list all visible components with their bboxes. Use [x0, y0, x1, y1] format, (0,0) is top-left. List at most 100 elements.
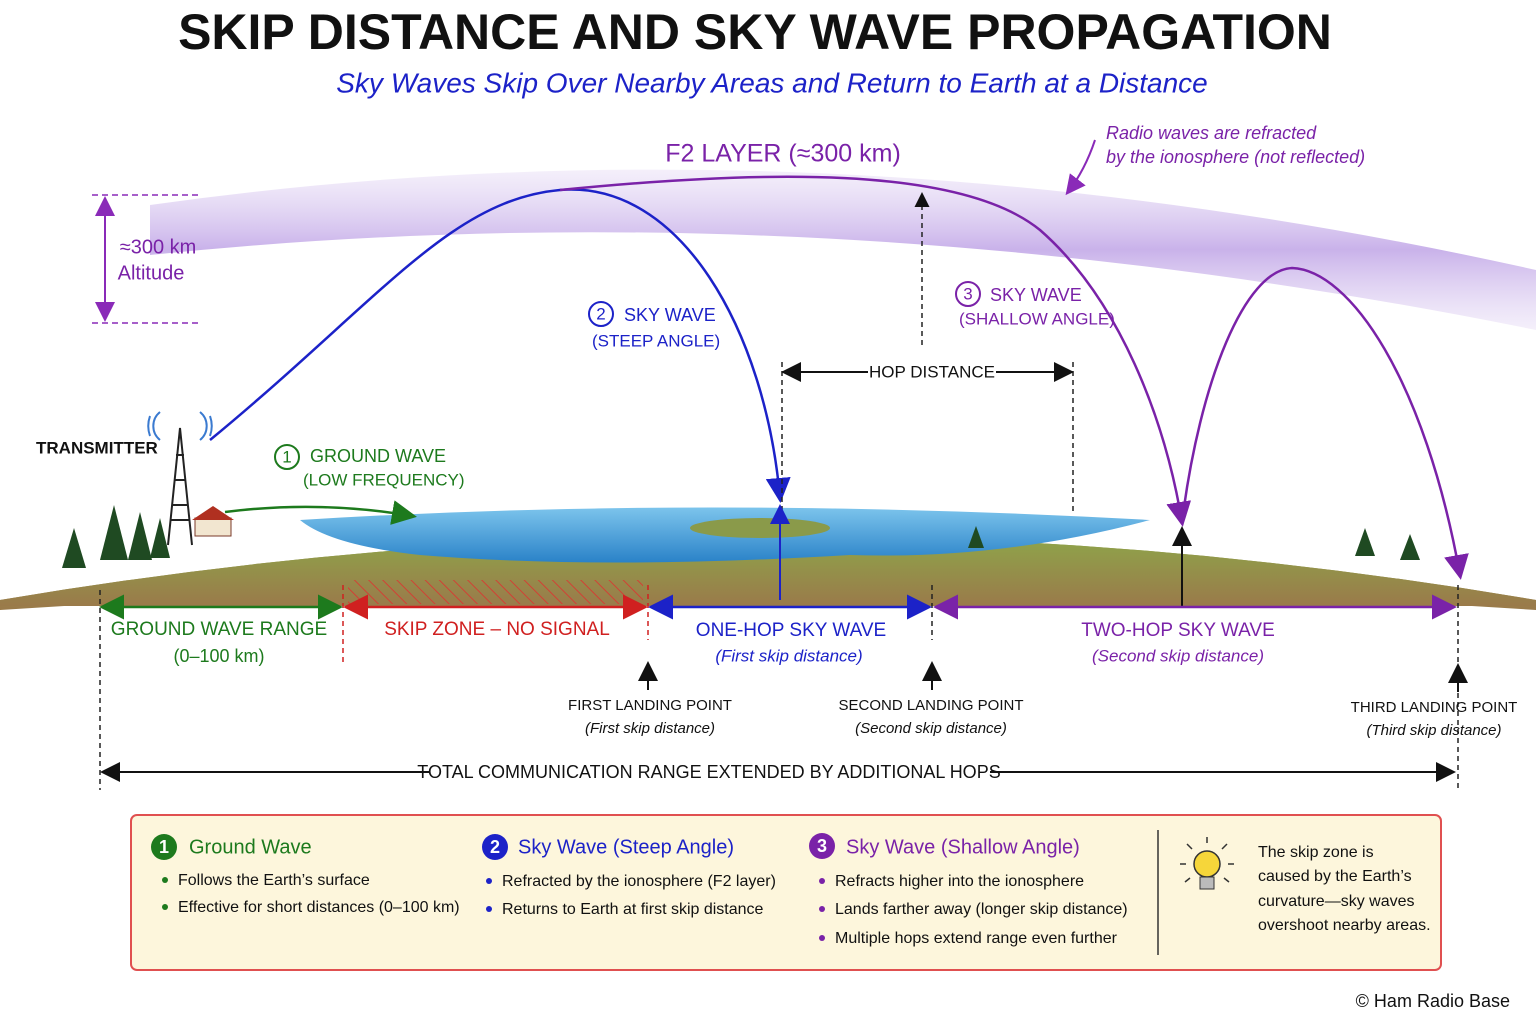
total-range: TOTAL COMMUNICATION RANGE EXTENDED BY AD…	[100, 762, 1456, 782]
legend-bullet: Multiple hops extend range even further	[835, 930, 1118, 947]
header: SKIP DISTANCE AND SKY WAVE PROPAGATION S…	[178, 4, 1332, 98]
hop-distance-label: HOP DISTANCE	[869, 362, 995, 381]
range-detail: (First skip distance)	[715, 646, 862, 665]
shape	[809, 833, 835, 859]
wave-number: 3	[963, 284, 972, 303]
total-range-label: TOTAL COMMUNICATION RANGE EXTENDED BY AD…	[417, 762, 1000, 782]
legend-bullet: Effective for short distances (0–100 km)	[178, 899, 460, 916]
title: SKIP DISTANCE AND SKY WAVE PROPAGATION	[178, 4, 1332, 60]
ionosphere: F2 LAYER (≈300 km) Radio waves are refra…	[150, 123, 1536, 330]
earth: TRANSMITTER	[0, 411, 1536, 610]
wave-3-label: 3 SKY WAVE (SHALLOW ANGLE)	[955, 281, 1115, 328]
legend: 1 Ground Wave Follows the Earth’s surfac…	[130, 814, 1442, 971]
shape	[62, 505, 1420, 568]
wave-2-label: 2 SKY WAVE (STEEP ANGLE)	[588, 301, 720, 350]
shape	[559, 175, 1192, 527]
shape	[588, 301, 614, 327]
subtitle: Sky Waves Skip Over Nearby Areas and Ret…	[336, 67, 1208, 98]
shape	[348, 580, 643, 604]
transmitter-label: TRANSMITTER	[36, 438, 158, 457]
shape	[224, 500, 417, 525]
shape	[150, 169, 1536, 330]
tip-line: The skip zone is	[1258, 844, 1374, 861]
legend-number: 2	[490, 837, 500, 857]
shape	[1400, 534, 1420, 560]
landing-label: FIRST LANDING POINT	[568, 697, 732, 714]
shape	[162, 904, 168, 910]
wave-label: GROUND WAVE	[310, 446, 446, 466]
shape	[130, 814, 1442, 971]
landing-label: SECOND LANDING POINT	[838, 697, 1023, 714]
layer-label: F2 LAYER (≈300 km)	[665, 140, 901, 168]
wave-label: SKY WAVE	[990, 285, 1082, 305]
landing-detail: (First skip distance)	[585, 720, 715, 737]
legend-bullet: Refracted by the ionosphere (F2 layer)	[502, 873, 776, 890]
shape	[62, 528, 86, 568]
wave-label: SKY WAVE	[624, 305, 716, 325]
altitude-label: Altitude	[118, 262, 185, 284]
shape	[819, 878, 825, 884]
shape	[100, 505, 128, 560]
shape	[274, 444, 300, 470]
legend-bullet: Refracts higher into the ionosphere	[835, 873, 1084, 890]
wave-detail: (SHALLOW ANGLE)	[959, 309, 1115, 328]
shape	[968, 526, 984, 548]
shape	[819, 906, 825, 912]
shape	[192, 506, 234, 520]
range-label: ONE-HOP SKY WAVE	[696, 620, 886, 641]
shape	[147, 411, 213, 441]
tip-line: caused by the Earth’s	[1258, 868, 1412, 885]
wave-detail: (LOW FREQUENCY)	[303, 470, 465, 489]
range-label: GROUND WAVE RANGE	[111, 619, 327, 640]
shape	[690, 518, 830, 538]
shape	[128, 512, 152, 560]
landing-detail: (Third skip distance)	[1366, 722, 1501, 739]
shape	[1193, 850, 1221, 878]
shape	[194, 517, 232, 537]
shape	[1065, 139, 1096, 196]
note-line: Radio waves are refracted	[1106, 123, 1317, 143]
ranges: GROUND WAVE RANGE (0–100 km) SKIP ZONE –…	[99, 580, 1459, 790]
tip-line: overshoot nearby areas.	[1258, 917, 1431, 934]
shape	[162, 877, 168, 883]
shape	[1180, 266, 1469, 580]
legend-bullet: Returns to Earth at first skip distance	[502, 901, 764, 918]
legend-bullet: Lands farther away (longer skip distance…	[835, 901, 1128, 918]
altitude-marker: ≈300 km Altitude	[92, 194, 200, 324]
landing-detail: (Second skip distance)	[855, 720, 1007, 737]
range-detail: (0–100 km)	[173, 646, 264, 666]
waves: 1 GROUND WAVE (LOW FREQUENCY) 2 SKY WAVE…	[209, 175, 1469, 580]
wave-detail: (STEEP ANGLE)	[592, 331, 720, 350]
hop-distance: HOP DISTANCE	[770, 192, 1192, 608]
shape	[486, 906, 492, 912]
shape	[151, 834, 177, 860]
note-line: by the ionosphere (not reflected)	[1106, 147, 1365, 167]
range-label: SKIP ZONE – NO SIGNAL	[384, 619, 610, 640]
landing-points: FIRST LANDING POINT (First skip distance…	[568, 661, 1517, 739]
legend-number: 3	[817, 836, 827, 856]
legend-number: 1	[159, 837, 169, 857]
tip-line: curvature—sky waves	[1258, 893, 1415, 910]
legend-title: Sky Wave (Steep Angle)	[518, 836, 734, 858]
altitude-value: ≈300 km	[120, 236, 197, 258]
shape	[1180, 837, 1234, 883]
shape	[167, 427, 193, 546]
shape	[482, 834, 508, 860]
wave-number: 1	[282, 447, 291, 466]
bulb-icon	[1180, 837, 1234, 890]
shape	[486, 878, 492, 884]
range-detail: (Second skip distance)	[1092, 646, 1264, 665]
shape	[955, 281, 981, 307]
legend-title: Sky Wave (Shallow Angle)	[846, 836, 1080, 858]
range-label: TWO-HOP SKY WAVE	[1081, 620, 1275, 641]
shape	[819, 935, 825, 941]
shape	[1355, 528, 1375, 556]
shape	[150, 518, 170, 558]
copyright: © Ham Radio Base	[1356, 991, 1510, 1011]
legend-title: Ground Wave	[189, 836, 312, 858]
shape	[1199, 876, 1215, 890]
wave-number: 2	[596, 304, 605, 323]
